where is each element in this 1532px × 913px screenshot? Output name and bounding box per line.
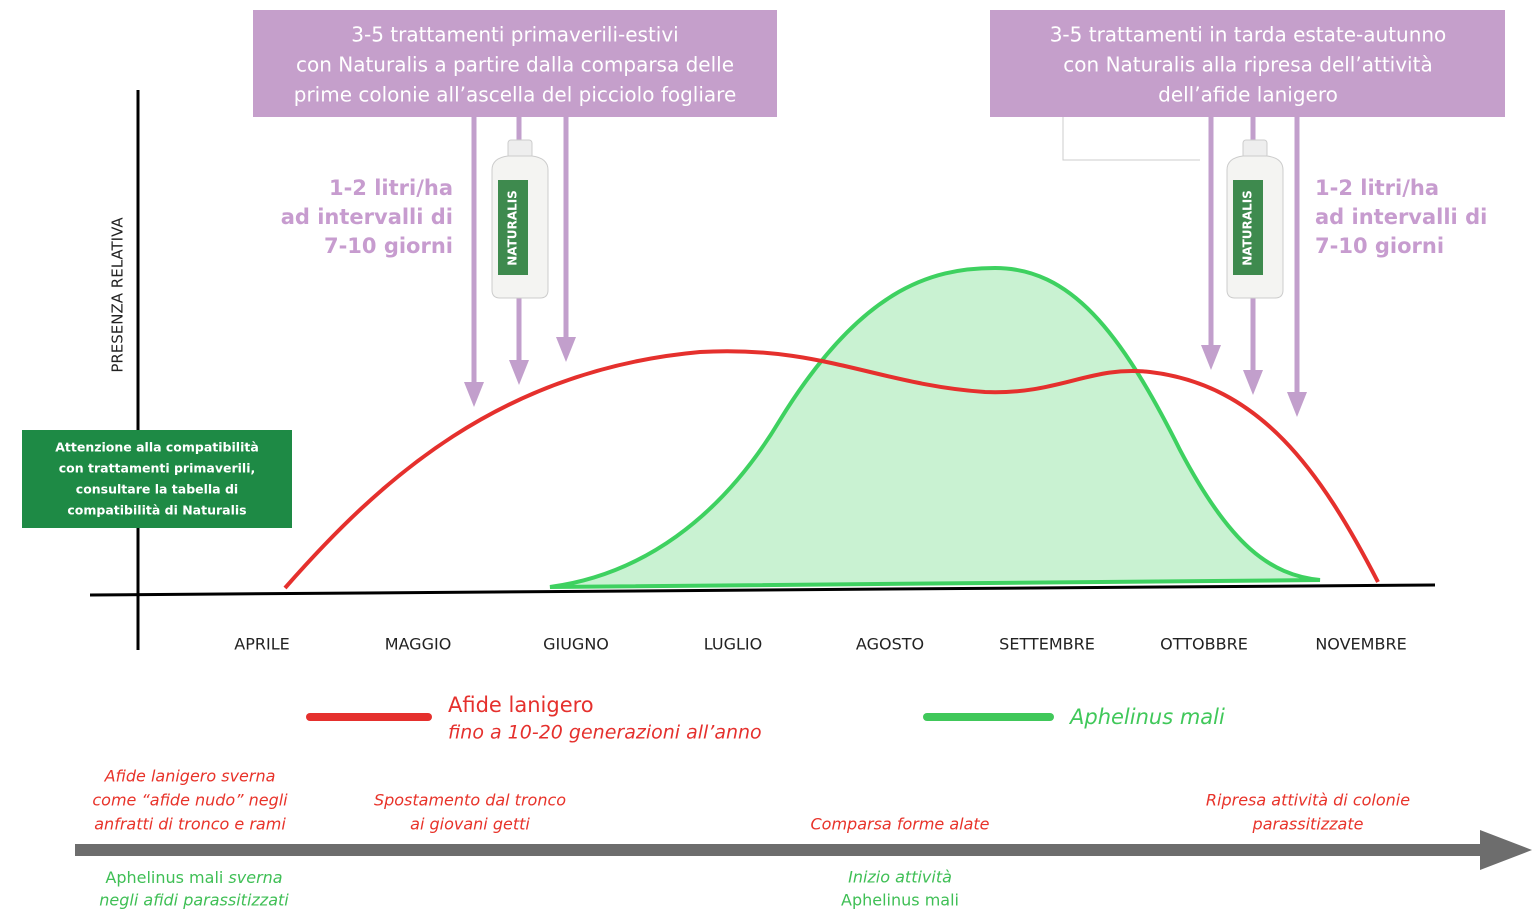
box-text: 3-5 trattamenti primaverili-estivi [351, 23, 678, 47]
month: GIUGNO [543, 635, 609, 654]
event-text: parassitizzate [1252, 815, 1364, 834]
dose-text: 7-10 giorni [1315, 234, 1444, 258]
month: LUGLIO [704, 635, 762, 654]
event-text: ai giovani getti [410, 815, 530, 834]
dose-text: 1-2 litri/ha [1315, 176, 1439, 200]
dose-text: ad intervalli di [281, 205, 453, 229]
dose-text: ad intervalli di [1315, 205, 1487, 229]
warning-text: con trattamenti primaverili, [59, 461, 255, 476]
timeline-head [1480, 830, 1532, 870]
event-text: Aphelinus mali sverna [105, 868, 282, 887]
legend-text: Aphelinus mali [1068, 705, 1225, 729]
box-text: prime colonie all’ascella del picciolo f… [294, 83, 737, 107]
month: MAGGIO [385, 635, 452, 654]
event-name: Aphelinus mali [105, 868, 223, 887]
frame [1062, 117, 1200, 161]
legend-text: fino a 10-20 generazioni all’anno [448, 722, 762, 744]
warning-box [22, 430, 292, 528]
warning-text: Attenzione alla compatibilità [55, 440, 259, 455]
event-text: negli afidi parassitizzati [99, 891, 289, 910]
event-text: Afide lanigero sverna [104, 767, 276, 786]
event-text: anfratti di tronco e rami [94, 815, 286, 834]
box-text: dell’afide lanigero [1158, 83, 1338, 107]
aphelinus-curve [549, 265, 1321, 589]
event-text: Inizio attività [848, 868, 952, 887]
event-text: Comparsa forme alate [811, 815, 990, 834]
month: OTTOBBRE [1160, 635, 1248, 654]
month: AGOSTO [856, 635, 924, 654]
dose-text: 1-2 litri/ha [329, 176, 453, 200]
event-text: Ripresa attività di colonie [1206, 791, 1410, 810]
treatment-box [253, 10, 777, 117]
event-text: Spostamento dal tronco [374, 791, 566, 810]
x-axis [89, 583, 1436, 597]
bottle-label: NATURALIS [1241, 190, 1255, 266]
month: NOVEMBRE [1315, 635, 1406, 654]
legend-text: Afide lanigero [448, 693, 594, 717]
month: APRILE [234, 635, 289, 654]
warning-text: consultare la tabella di [76, 482, 238, 497]
box-text: con Naturalis a partire dalla comparsa d… [296, 53, 734, 77]
y-axis-label: PRESENZA RELATIVA [109, 217, 127, 373]
bottle: NATURALIS [1226, 139, 1284, 299]
event-text: Aphelinus mali [841, 891, 959, 910]
event-rest: sverna [223, 868, 282, 887]
box-text: con Naturalis alla ripresa dell’attività [1063, 53, 1432, 77]
warning-text: compatibilità di Naturalis [67, 503, 246, 518]
month: SETTEMBRE [999, 635, 1095, 654]
treatment-box [990, 10, 1505, 117]
event-text: come “afide nudo” negli [92, 791, 288, 810]
afide-curve [283, 349, 1380, 590]
bottle-label: NATURALIS [506, 190, 520, 266]
bottle: NATURALIS [491, 139, 549, 299]
box-text: 3-5 trattamenti in tarda estate-autunno [1050, 23, 1447, 47]
dose-text: 7-10 giorni [324, 234, 453, 258]
